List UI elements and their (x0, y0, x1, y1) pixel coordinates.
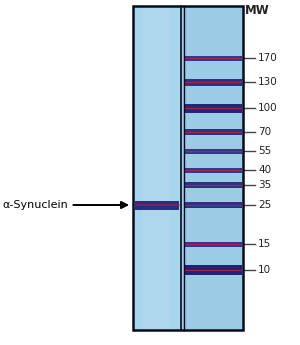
Bar (135, 201, 179, 210)
Bar (185, 79, 242, 86)
Text: 55: 55 (258, 146, 271, 156)
Text: 35: 35 (258, 180, 271, 190)
Bar (185, 182, 242, 188)
Bar (185, 168, 242, 173)
Text: 15: 15 (258, 239, 271, 249)
Text: MW: MW (245, 4, 270, 17)
Text: 130: 130 (258, 77, 278, 87)
Bar (181, 6, 243, 330)
Text: 25: 25 (258, 200, 271, 210)
Text: 40: 40 (258, 165, 271, 175)
Bar (185, 242, 242, 247)
Bar (185, 202, 242, 208)
Text: 170: 170 (258, 53, 278, 63)
Bar (185, 149, 242, 154)
Bar (133, 6, 243, 330)
Bar (185, 265, 242, 275)
Text: 70: 70 (258, 127, 271, 137)
Bar (133, 6, 181, 330)
Bar (133, 6, 243, 330)
Text: 100: 100 (258, 103, 278, 113)
Bar (142, 6, 171, 330)
Bar (185, 56, 242, 61)
Bar (185, 129, 242, 135)
Text: α-Synuclein: α-Synuclein (2, 200, 127, 210)
Text: 10: 10 (258, 265, 271, 275)
Bar (185, 104, 242, 113)
